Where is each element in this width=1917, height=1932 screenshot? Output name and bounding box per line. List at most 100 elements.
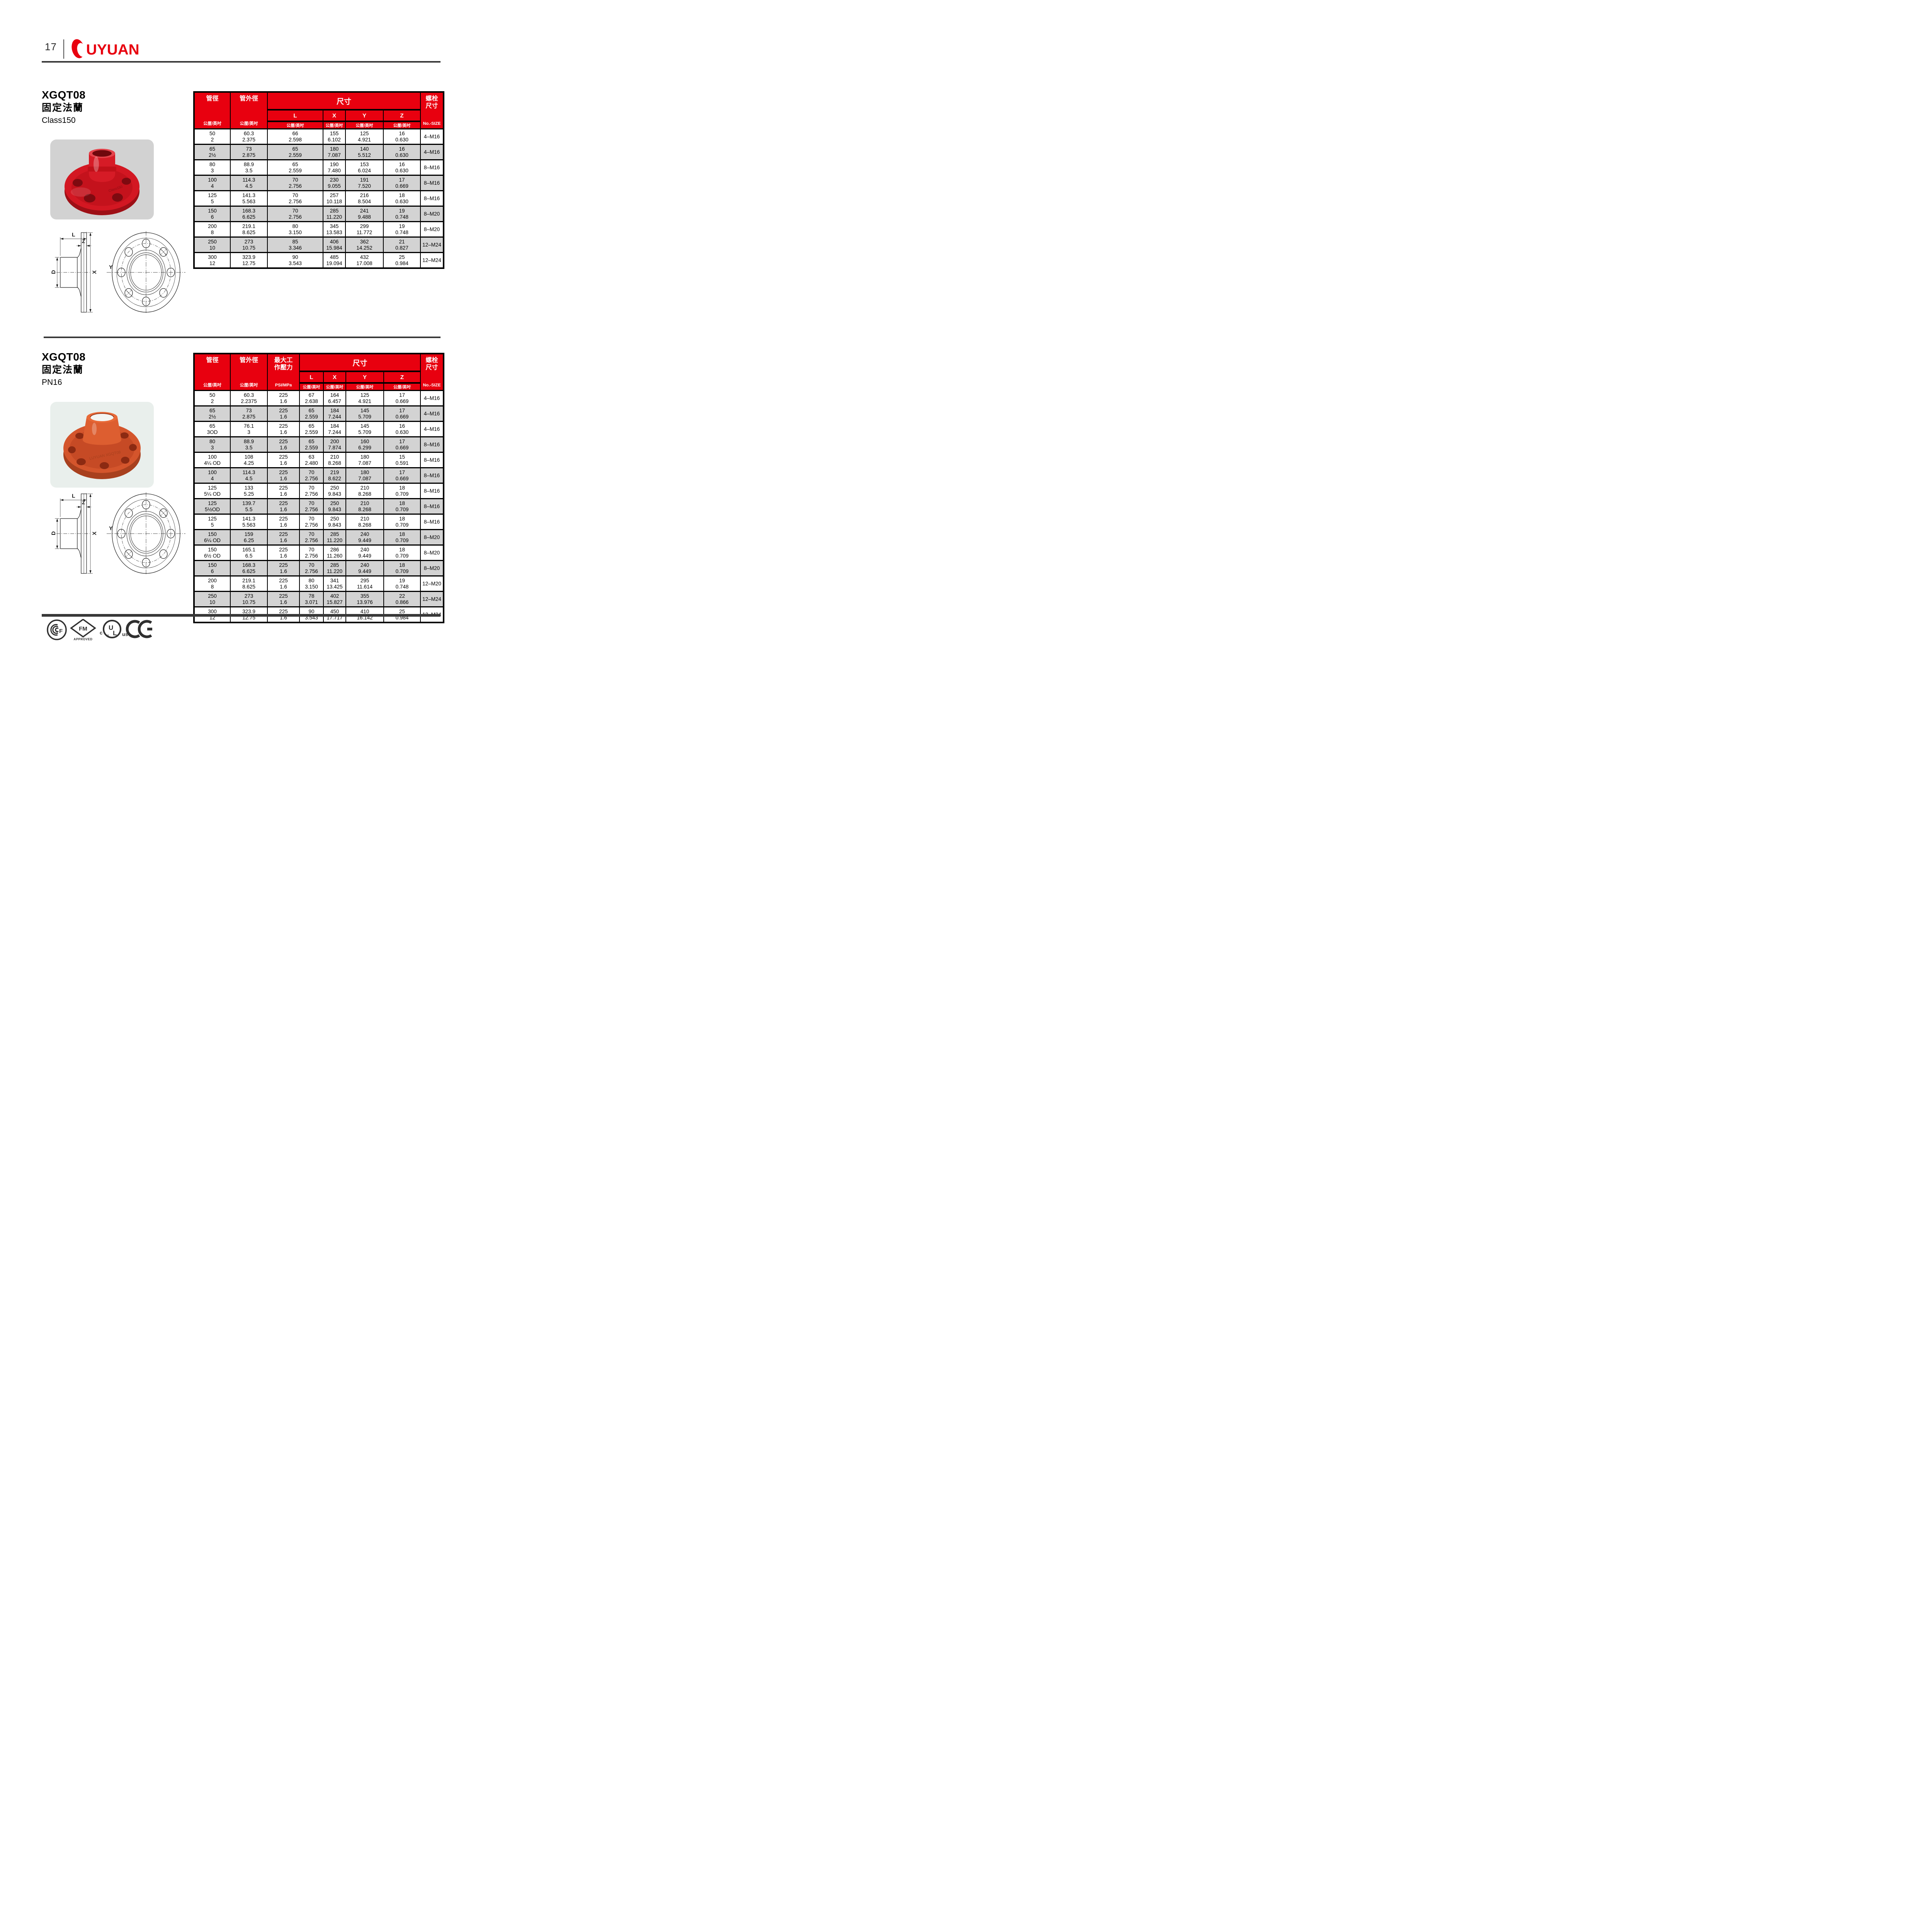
header-cell-content: 管外徑 公厘/英吋	[231, 94, 267, 127]
dim-unit: 公厘/英吋	[299, 382, 324, 391]
flange-photo-illustration: LUYUAN XGQT08	[63, 412, 141, 479]
value-cell: 125 4.921	[345, 390, 384, 406]
value-inch: 15.984	[326, 245, 342, 251]
value-inch: 0.709	[395, 522, 409, 528]
value-mm: 257	[330, 192, 339, 198]
value-cell: 50 2	[194, 390, 231, 406]
value-inch: 1.6	[280, 537, 287, 543]
value-mm: 73	[246, 146, 252, 152]
value-cell: 225 1.6	[267, 436, 300, 453]
value-mm: 125	[208, 485, 217, 491]
value-inch: 2.756	[305, 553, 318, 559]
value-inch: 10	[209, 245, 216, 251]
value-mm: 70	[308, 469, 315, 475]
value-mm: 225	[279, 392, 288, 398]
value-cell: 60.3 2.375	[230, 128, 268, 145]
value-cell: 240 9.449	[345, 560, 384, 577]
value-cell: 241 9.488	[345, 206, 384, 222]
value-cell: 145 5.709	[345, 421, 384, 437]
header-unit: PSI/MPa	[275, 383, 292, 388]
value-cell: 19 0.748	[383, 575, 421, 592]
header-label: 管外徑	[240, 95, 258, 102]
value-inch: 17.008	[356, 260, 373, 266]
value-mm: 165.1	[242, 546, 255, 553]
value-cell: 114.3 4.5	[230, 467, 268, 484]
value-mm: 18	[399, 562, 405, 568]
value-inch: 3.150	[289, 229, 302, 235]
value-mm: 18	[399, 531, 405, 537]
table-row: 50 2 60.3 2.375 66 2.598 155 6.102 125 4.921 16 0.6…	[194, 128, 444, 145]
header-cell-content: 螺栓 尺寸 No.-SIZE	[421, 94, 443, 127]
value-inch: 7.087	[358, 475, 371, 481]
value-mm: 133	[244, 485, 253, 491]
header-row: 公厘/英吋 公厘/英吋 公厘/英吋 公厘/英吋	[194, 121, 444, 129]
value-mm: 65	[308, 407, 315, 413]
dim-label-L: L	[72, 231, 75, 238]
value-inch: 5½OD	[204, 506, 220, 512]
value-mm: 78	[308, 593, 315, 599]
value-mm: 250	[330, 500, 339, 506]
col-dim-Z: Z	[383, 371, 421, 384]
value-mm: 88.9	[243, 161, 254, 167]
pn16-spec-table: 管徑 公厘/英吋 管外徑 公厘/英吋 最大工 作壓力 PSI/MPa 尺寸 螺栓 尺寸 No.-SI…	[193, 353, 445, 623]
value-mm: 150	[208, 531, 217, 537]
value-mm: 21	[399, 238, 405, 245]
col-dim-L: L	[299, 371, 324, 384]
fm-approved-label: APPROVED	[74, 638, 93, 641]
value-cell: 295 11.614	[345, 575, 384, 592]
value-mm: 63	[308, 454, 315, 460]
value-cell: 80 3.150	[299, 575, 324, 592]
value-inch: 0.630	[395, 429, 409, 435]
value-mm: 191	[360, 177, 369, 183]
value-cell: 80 3	[194, 436, 231, 453]
value-cell: 323.9 12.75	[230, 252, 268, 269]
value-inch: 19.094	[326, 260, 342, 266]
bolt-size-cell: 8–M20	[420, 221, 444, 238]
table-row: 250 10 273 10.75 85 3.346 406 15.984 362 14.252 21…	[194, 236, 444, 253]
value-inch: 0.866	[395, 599, 409, 605]
header-unit: No.-SIZE	[423, 383, 441, 388]
value-cell: 125 5	[194, 190, 231, 207]
value-inch: 0.591	[395, 460, 409, 466]
header-label-line: 管徑	[206, 95, 219, 102]
value-mm: 140	[360, 146, 369, 152]
value-cell: 160 6.299	[345, 436, 384, 453]
value-cell: 230 9.055	[323, 175, 346, 191]
value-inch: 0.709	[395, 553, 409, 559]
dim-unit: 公厘/英吋	[345, 121, 384, 129]
value-mm: 50	[209, 130, 216, 136]
value-cell: 285 11.220	[323, 529, 346, 546]
bolt-size-cell: 8–M16	[420, 514, 444, 530]
value-cell: 150 6	[194, 560, 231, 577]
value-mm: 240	[360, 546, 369, 553]
header-label-line: 管外徑	[239, 357, 258, 364]
value-inch: 1.6	[280, 553, 287, 559]
value-cell: 70 2.756	[267, 175, 323, 191]
value-inch: 0.709	[395, 537, 409, 543]
value-inch: 1.6	[280, 460, 287, 466]
value-cell: 18 0.709	[383, 560, 421, 577]
value-inch: 8.268	[328, 460, 341, 466]
header-unit: No.-SIZE	[423, 121, 441, 126]
value-inch: 6.5	[245, 553, 253, 559]
value-mm: 16	[399, 423, 405, 429]
value-cell: 225 1.6	[267, 544, 300, 561]
bolt-size-cell: 8–M20	[420, 544, 444, 561]
value-mm: 76.1	[243, 423, 254, 429]
value-inch: 1.6	[280, 491, 287, 497]
value-cell: 73 2.875	[230, 405, 268, 422]
bolt-size-cell: 8–M16	[420, 159, 444, 176]
value-inch: 0.709	[395, 506, 409, 512]
value-cell: 225 1.6	[267, 452, 300, 468]
value-cell: 219.1 8.625	[230, 221, 268, 238]
value-mm: 18	[399, 192, 405, 198]
bolt-size-cell: 12–M24	[420, 236, 444, 253]
value-mm: 160	[360, 438, 369, 444]
value-cell: 70 2.756	[267, 190, 323, 207]
value-inch: 6¼ OD	[204, 537, 221, 543]
value-mm: 17	[399, 438, 405, 444]
value-mm: 432	[360, 254, 369, 260]
value-mm: 285	[330, 531, 339, 537]
value-mm: 70	[308, 546, 315, 553]
value-inch: 3	[211, 167, 214, 173]
